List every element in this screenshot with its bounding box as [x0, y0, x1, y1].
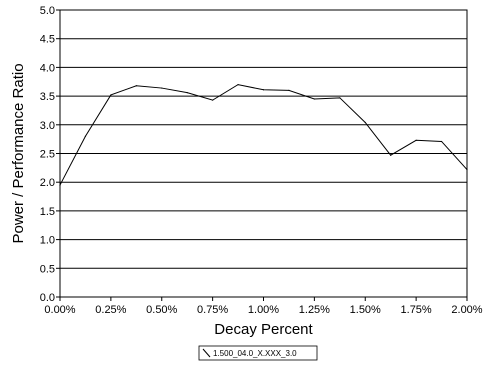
- series-line: [59, 84, 468, 186]
- data-point: [339, 97, 341, 99]
- data-point: [440, 140, 443, 143]
- data-point: [288, 89, 290, 91]
- legend-label: 1.500_04.0_X.XXX_3.0: [213, 349, 297, 358]
- data-point: [313, 98, 315, 100]
- data-point: [135, 85, 137, 87]
- x-tick-label: 0.75%: [197, 304, 228, 316]
- y-tick-label: 0.0: [40, 292, 55, 304]
- y-axis-title: Power / Performance Ratio: [10, 63, 27, 243]
- y-tick-label: 4.0: [40, 62, 55, 74]
- data-point: [84, 135, 87, 137]
- legend-swatch: [202, 348, 211, 358]
- data-point: [212, 99, 214, 101]
- y-tick-label: 0.5: [40, 263, 55, 275]
- y-axis-ticks: 0.0 0.5 1.0 1.5 2.0 2.5 3.0 3.5 4.0 4.5 5.0: [40, 5, 60, 304]
- x-tick-label: 1.00%: [248, 304, 279, 316]
- x-tick-label: 0.50%: [146, 304, 177, 316]
- data-point: [110, 94, 112, 96]
- data-point: [364, 121, 366, 124]
- data-point: [59, 184, 61, 186]
- y-tick-label: 4.5: [40, 34, 55, 46]
- x-tick-label: 1.75%: [401, 304, 432, 316]
- data-point: [466, 168, 468, 171]
- data-point: [237, 84, 239, 86]
- series-layer: [59, 84, 468, 186]
- data-point: [262, 89, 265, 91]
- y-tick-label: 3.5: [40, 91, 55, 103]
- y-tick-label: 2.0: [40, 177, 55, 189]
- y-tick-label: 3.0: [40, 120, 55, 132]
- y-tick-label: 5.0: [40, 5, 55, 17]
- gridlines: [60, 38, 467, 269]
- y-tick-label: 1.5: [40, 206, 55, 218]
- data-point: [161, 87, 163, 89]
- data-point: [186, 92, 188, 94]
- legend-box: [198, 345, 318, 361]
- y-tick-label: 1.0: [40, 235, 55, 247]
- x-axis-title: Decay Percent: [214, 321, 313, 338]
- data-point: [390, 154, 392, 156]
- x-tick-label: 1.50%: [350, 304, 381, 316]
- x-tick-label: 0.25%: [95, 304, 126, 316]
- x-tick-label: 2.00%: [451, 304, 482, 316]
- x-axis-ticks: 0.00% 0.25% 0.50% 0.75% 1.00% 1.25% 1.50% 1.75%…: [44, 297, 483, 316]
- x-tick-label: 0.00%: [44, 304, 75, 316]
- legend: 1.500_04.0_X.XXX_3.0: [198, 345, 318, 361]
- data-point: [415, 139, 417, 141]
- y-tick-label: 2.5: [40, 149, 55, 161]
- x-tick-label: 1.25%: [299, 304, 330, 316]
